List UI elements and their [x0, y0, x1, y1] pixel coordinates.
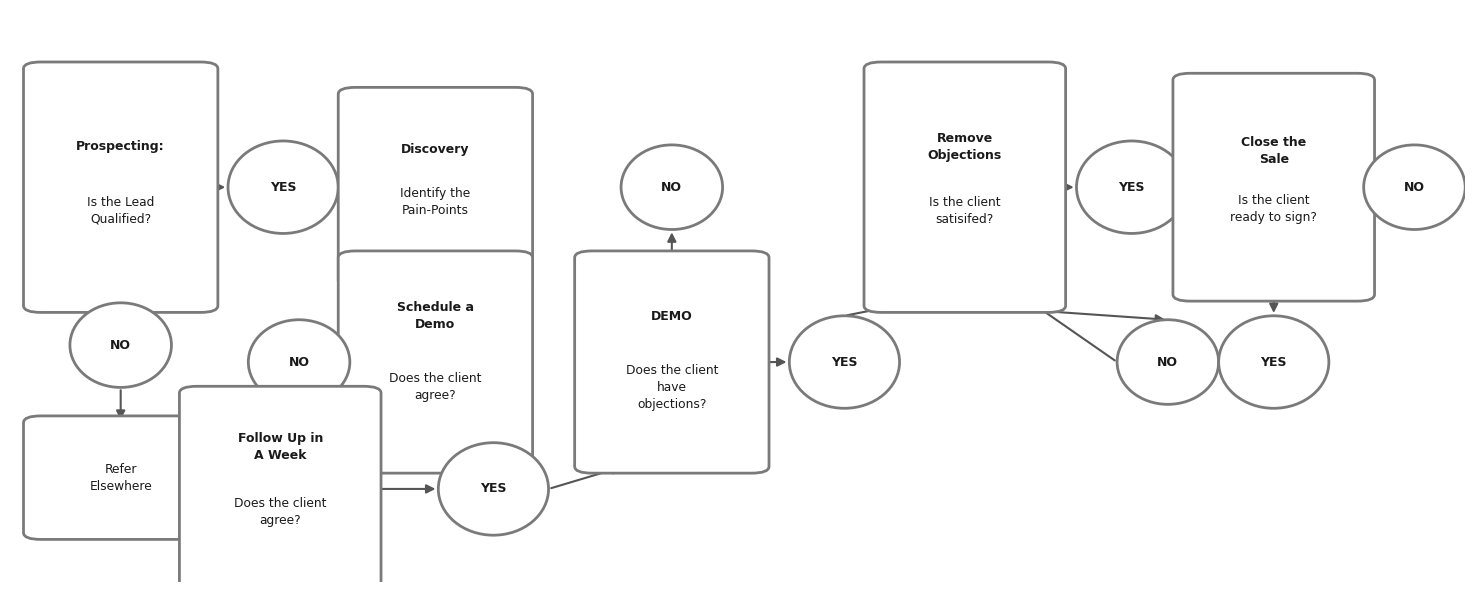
Text: YES: YES: [1261, 356, 1288, 368]
Ellipse shape: [70, 303, 172, 388]
Text: NO: NO: [1405, 181, 1425, 194]
FancyBboxPatch shape: [574, 251, 770, 473]
Text: Is the Lead
Qualified?: Is the Lead Qualified?: [87, 196, 154, 226]
FancyBboxPatch shape: [24, 416, 218, 539]
Ellipse shape: [1363, 145, 1465, 230]
Text: NO: NO: [662, 181, 682, 194]
Text: Is the client
ready to sign?: Is the client ready to sign?: [1230, 194, 1317, 224]
Ellipse shape: [1218, 316, 1329, 408]
Text: Is the client
satisifed?: Is the client satisifed?: [929, 196, 1000, 226]
Ellipse shape: [1117, 320, 1218, 404]
FancyBboxPatch shape: [1174, 73, 1375, 301]
FancyBboxPatch shape: [339, 88, 533, 287]
Text: YES: YES: [269, 181, 296, 194]
Text: Close the
Sale: Close the Sale: [1242, 136, 1307, 166]
Text: YES: YES: [832, 356, 858, 368]
Text: NO: NO: [289, 356, 309, 368]
Ellipse shape: [438, 443, 549, 535]
Text: YES: YES: [1119, 181, 1146, 194]
Text: Identify the
Pain-Points: Identify the Pain-Points: [400, 187, 471, 217]
Ellipse shape: [1076, 141, 1187, 233]
Text: DEMO: DEMO: [651, 310, 693, 323]
Ellipse shape: [249, 320, 349, 404]
Text: Prospecting:: Prospecting:: [77, 140, 164, 154]
FancyBboxPatch shape: [24, 62, 218, 313]
Ellipse shape: [228, 141, 339, 233]
FancyBboxPatch shape: [864, 62, 1066, 313]
FancyBboxPatch shape: [179, 386, 380, 592]
FancyBboxPatch shape: [339, 251, 533, 473]
Ellipse shape: [789, 316, 900, 408]
Text: Does the client
have
objections?: Does the client have objections?: [626, 364, 718, 410]
Text: Does the client
agree?: Does the client agree?: [389, 372, 481, 402]
Text: Discovery: Discovery: [401, 143, 469, 157]
Text: Schedule a
Demo: Schedule a Demo: [397, 301, 474, 331]
Text: Follow Up in
A Week: Follow Up in A Week: [237, 432, 323, 462]
Ellipse shape: [622, 145, 722, 230]
Text: NO: NO: [110, 338, 132, 352]
Text: Remove
Objections: Remove Objections: [928, 132, 1002, 162]
Text: YES: YES: [480, 482, 506, 496]
Text: Refer
Elsewhere: Refer Elsewhere: [89, 463, 152, 493]
Text: NO: NO: [1157, 356, 1178, 368]
Text: Does the client
agree?: Does the client agree?: [234, 497, 327, 527]
